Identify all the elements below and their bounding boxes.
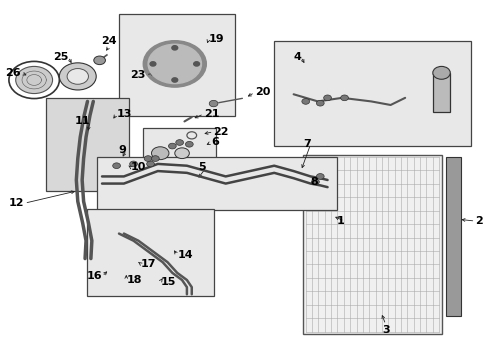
Text: 15: 15 <box>160 277 175 287</box>
Bar <box>119 14 235 116</box>
Text: 16: 16 <box>86 271 102 282</box>
Text: 20: 20 <box>254 87 270 98</box>
Circle shape <box>150 62 156 66</box>
Text: 1: 1 <box>336 216 344 226</box>
Circle shape <box>311 179 319 185</box>
Text: 25: 25 <box>53 52 68 62</box>
Bar <box>46 98 128 191</box>
Text: 7: 7 <box>302 139 310 149</box>
Bar <box>432 73 449 112</box>
Text: 24: 24 <box>102 36 117 46</box>
Text: 19: 19 <box>208 34 224 44</box>
Bar <box>87 208 213 296</box>
Text: 10: 10 <box>131 162 146 172</box>
Text: 12: 12 <box>9 198 24 208</box>
Text: 18: 18 <box>126 275 142 285</box>
Circle shape <box>148 44 201 84</box>
Circle shape <box>432 66 449 79</box>
Circle shape <box>323 95 331 101</box>
Circle shape <box>168 143 176 149</box>
Text: 11: 11 <box>74 116 90 126</box>
Circle shape <box>67 68 88 84</box>
Bar <box>143 128 216 173</box>
Text: 21: 21 <box>203 109 219 119</box>
Circle shape <box>185 141 193 147</box>
Circle shape <box>146 161 154 167</box>
Circle shape <box>340 95 348 101</box>
Circle shape <box>151 147 169 159</box>
Text: 8: 8 <box>310 177 318 187</box>
Text: 13: 13 <box>116 109 132 119</box>
Text: 23: 23 <box>130 69 145 80</box>
Text: 6: 6 <box>211 138 219 148</box>
Text: 26: 26 <box>5 68 21 78</box>
Circle shape <box>193 62 199 66</box>
Text: 3: 3 <box>381 325 389 335</box>
Circle shape <box>129 161 137 167</box>
Circle shape <box>94 56 105 64</box>
Circle shape <box>143 41 206 87</box>
Bar <box>303 155 441 334</box>
Text: 9: 9 <box>118 145 126 155</box>
Text: 4: 4 <box>292 52 300 62</box>
Circle shape <box>301 99 309 104</box>
Circle shape <box>171 46 177 50</box>
Circle shape <box>209 100 218 107</box>
Text: 22: 22 <box>213 127 228 137</box>
Circle shape <box>151 156 159 161</box>
Circle shape <box>112 163 120 168</box>
Text: 17: 17 <box>141 259 156 269</box>
Bar <box>97 157 337 210</box>
Text: 2: 2 <box>474 216 482 226</box>
Circle shape <box>144 156 152 161</box>
Bar <box>446 157 460 316</box>
Text: 5: 5 <box>198 162 206 172</box>
Circle shape <box>175 140 183 145</box>
Circle shape <box>174 148 189 158</box>
Circle shape <box>316 174 324 179</box>
Circle shape <box>316 100 324 106</box>
Circle shape <box>16 66 53 94</box>
Circle shape <box>59 63 96 90</box>
Circle shape <box>171 78 177 82</box>
Bar <box>274 41 469 146</box>
Text: 14: 14 <box>177 250 192 260</box>
